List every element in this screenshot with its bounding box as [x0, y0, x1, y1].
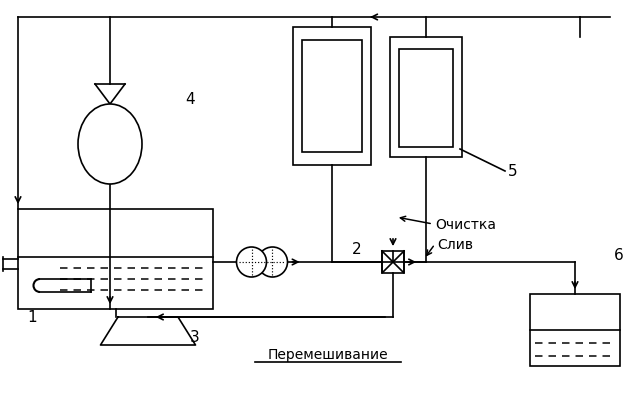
Text: 3: 3	[190, 330, 200, 345]
Text: Перемешивание: Перемешивание	[268, 347, 388, 361]
Bar	[530, 294, 620, 366]
Text: 6: 6	[614, 247, 624, 262]
Text: 4: 4	[185, 92, 195, 107]
Circle shape	[237, 247, 266, 277]
Text: 5: 5	[508, 164, 518, 179]
Text: 2: 2	[352, 242, 362, 257]
Ellipse shape	[78, 105, 142, 185]
Bar	[18, 209, 213, 309]
Text: 1: 1	[27, 310, 37, 325]
Bar	[390, 38, 462, 158]
Text: Слив: Слив	[437, 237, 473, 252]
Bar	[399, 50, 453, 147]
Bar	[293, 28, 371, 166]
Bar	[382, 252, 404, 273]
Text: Очистка: Очистка	[435, 218, 496, 231]
Bar	[302, 41, 362, 153]
Circle shape	[257, 247, 287, 277]
